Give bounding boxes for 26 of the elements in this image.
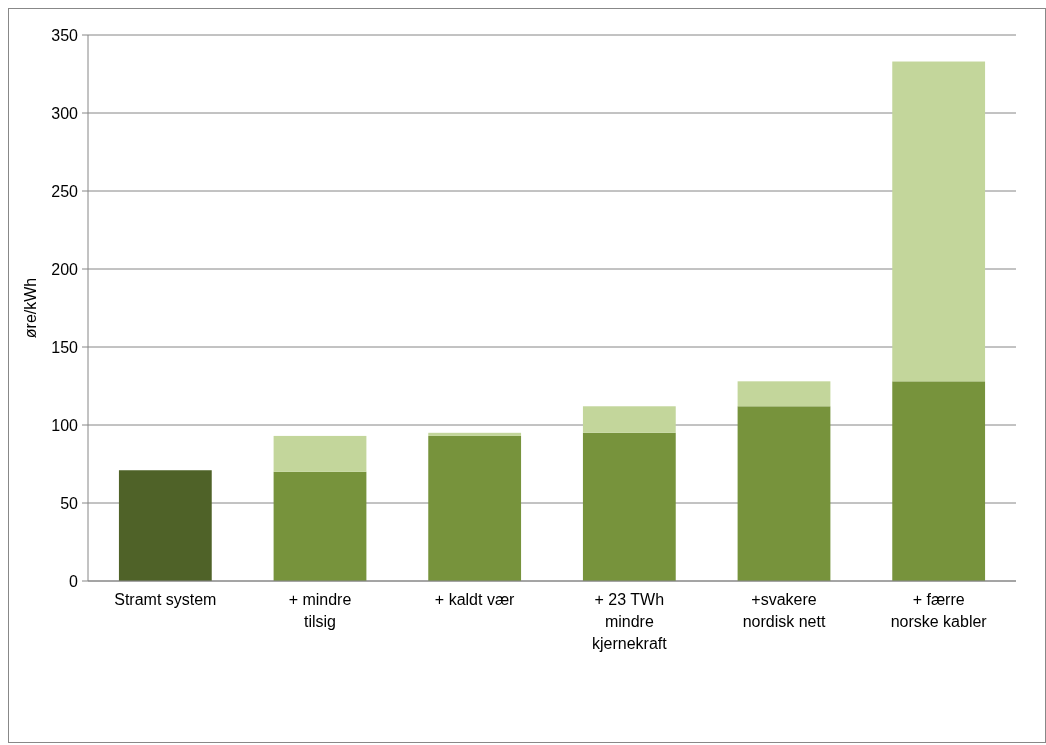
bar <box>428 432 522 436</box>
bar <box>737 381 831 407</box>
bar <box>737 406 831 581</box>
x-tick-label: Stramt system <box>114 591 217 608</box>
bar <box>582 432 676 581</box>
bar <box>892 61 986 382</box>
y-tick-label: 300 <box>51 104 79 122</box>
bar <box>273 435 367 472</box>
y-tick-label: 150 <box>51 338 79 356</box>
x-tick-label: +svakere nordisk nett <box>742 591 826 630</box>
bar <box>582 406 676 433</box>
bar <box>892 381 986 581</box>
x-tick-label: + færre norske kabler <box>890 591 988 630</box>
y-tick-label: 0 <box>69 572 79 590</box>
bar <box>118 470 212 581</box>
x-tick-label: + kaldt vær <box>434 591 516 608</box>
y-tick-label: 100 <box>51 416 79 434</box>
x-tick-label: + mindre tilsig <box>288 591 352 630</box>
y-tick-label: 250 <box>51 182 79 200</box>
y-tick-label: 350 <box>51 26 79 44</box>
y-tick-label: 50 <box>60 494 79 512</box>
bar <box>428 435 522 581</box>
bar <box>273 471 367 581</box>
y-axis-title: øre/kWh <box>22 277 39 339</box>
y-tick-label: 200 <box>51 260 79 278</box>
x-tick-label: + 23 TWh mindre kjernekraft <box>591 591 668 652</box>
